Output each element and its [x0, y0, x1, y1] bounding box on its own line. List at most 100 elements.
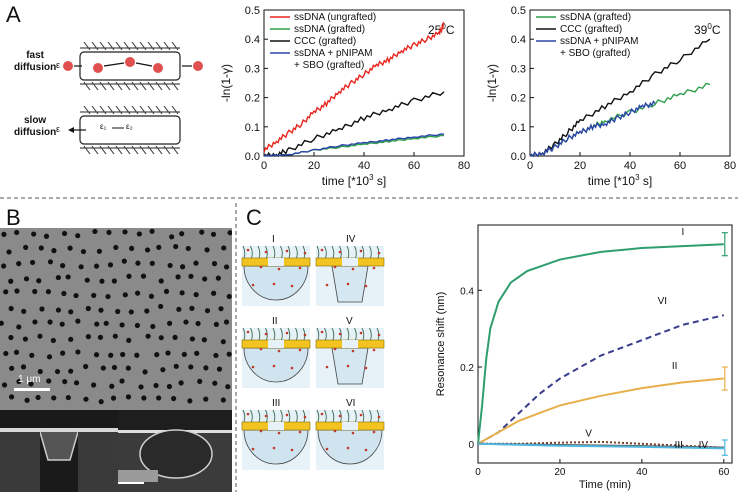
- polymer-brush: [295, 327, 298, 341]
- polymer-brush: [272, 409, 276, 423]
- state-diagram-i: [241, 245, 311, 306]
- x-tick-label: 20: [574, 160, 586, 172]
- polymer-brush: [242, 245, 246, 259]
- particle: [325, 447, 329, 451]
- series-line: [263, 21, 445, 153]
- series-label: IV: [699, 440, 709, 451]
- pore-pattern: [0, 228, 232, 405]
- particle: [320, 248, 324, 252]
- particle: [298, 266, 302, 270]
- pore: [126, 273, 132, 279]
- pore: [21, 308, 27, 314]
- pore: [61, 230, 68, 237]
- series-label: I: [681, 227, 684, 238]
- pore: [90, 382, 97, 388]
- polymer-brush: [369, 327, 372, 341]
- polymer-brush: [295, 409, 298, 423]
- particle: [259, 265, 263, 269]
- pore: [54, 368, 61, 375]
- pore: [78, 264, 84, 270]
- pore: [37, 333, 43, 339]
- pore-opening: [268, 340, 284, 348]
- particle: [333, 429, 337, 433]
- pore: [194, 350, 200, 356]
- particle: [333, 265, 337, 269]
- x-tick-label: 0: [261, 160, 267, 172]
- series-line: [263, 133, 445, 157]
- particle: [272, 282, 276, 286]
- pore: [96, 248, 103, 254]
- pore-opening: [268, 422, 284, 430]
- pore: [201, 337, 207, 343]
- particle: [285, 413, 289, 417]
- diffusion-schematic: fast diffusion slow diffusion: [0, 30, 230, 170]
- pore-opening: [342, 258, 358, 266]
- particle: [259, 347, 263, 351]
- pore: [150, 323, 156, 330]
- polymer-brush: [324, 245, 327, 259]
- particle: [272, 446, 276, 450]
- pore: [111, 364, 118, 371]
- pore: [14, 229, 20, 236]
- polymer-brush: [316, 245, 320, 259]
- particle: [264, 414, 268, 418]
- state-diagram-vi: [315, 409, 385, 470]
- pore-chamber: [243, 429, 309, 465]
- particle: [290, 448, 294, 452]
- particle: [246, 330, 250, 334]
- particle: [251, 283, 255, 287]
- pore: [188, 273, 194, 279]
- particle: [351, 431, 355, 435]
- scale-bar-label: 1 μm: [18, 374, 41, 385]
- sem-image-top: 1 μm: [0, 228, 232, 410]
- symbol-e1: ε₁: [100, 122, 107, 131]
- x-tick-label: 60: [718, 467, 730, 478]
- particle: [325, 365, 329, 369]
- pore: [85, 334, 92, 340]
- pore: [73, 292, 79, 299]
- pore: [115, 308, 121, 315]
- series-label: II: [672, 361, 678, 372]
- pore: [112, 333, 118, 339]
- pore: [165, 350, 171, 356]
- polymer-brush: [346, 409, 350, 423]
- pore: [99, 278, 105, 284]
- polymer-brush: [324, 409, 327, 423]
- pore: [119, 322, 125, 328]
- pore: [8, 305, 14, 312]
- polymer-brush: [287, 409, 291, 423]
- slow-channel: [68, 105, 181, 155]
- pore: [8, 394, 15, 400]
- pore: [61, 290, 67, 297]
- pore: [60, 350, 66, 356]
- particle: [346, 446, 350, 450]
- symbol-eps-slow: ε: [56, 124, 61, 134]
- y-tick-label: 0.0: [511, 151, 526, 163]
- pore: [158, 303, 164, 310]
- pore: [84, 277, 90, 283]
- x-tick-label: 60: [674, 160, 686, 172]
- particle: [372, 430, 376, 434]
- polymer-brush: [361, 409, 365, 423]
- pore: [225, 384, 231, 390]
- series-line: [477, 314, 725, 445]
- pore: [120, 351, 126, 358]
- pore: [47, 259, 54, 265]
- pore: [9, 365, 15, 371]
- polymer-brush: [280, 245, 283, 259]
- pore: [73, 380, 80, 386]
- pore: [142, 369, 148, 375]
- pore: [210, 231, 217, 237]
- polymer-brush: [287, 245, 291, 259]
- sem-image-bottom-left: [0, 410, 118, 492]
- polymer-brush: [257, 409, 261, 423]
- pore: [8, 334, 14, 341]
- y-tick-label: 0.4: [460, 286, 474, 297]
- particle: [303, 251, 307, 255]
- pore: [93, 352, 100, 358]
- pore: [213, 321, 219, 328]
- pore: [215, 275, 221, 281]
- polymer-brush: [280, 409, 283, 423]
- pore: [62, 378, 68, 385]
- pore: [119, 378, 125, 384]
